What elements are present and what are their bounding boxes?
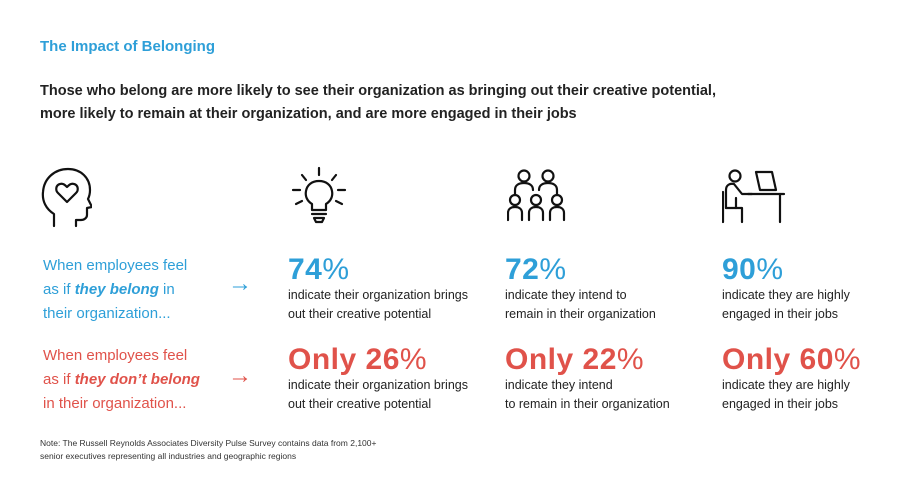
stat-not-belong-engaged: Only 60% indicate they are highly engaged…	[722, 344, 861, 414]
stat-value: Only 22%	[505, 343, 645, 376]
stat-belong-remain: 72% indicate they intend to remain in the…	[505, 254, 656, 324]
belong-row-label: When employees feel as if they belong in…	[43, 254, 187, 326]
stat-description: indicate they are highly engaged in their…	[722, 378, 850, 411]
stat-value: 72%	[505, 253, 567, 286]
stat-value: Only 26%	[288, 343, 428, 376]
stat-not-belong-remain: Only 22% indicate they intend to remain i…	[505, 344, 670, 414]
stat-description: indicate their organization brings out th…	[288, 288, 468, 321]
not-belong-label-line-2: as if they don’t belong	[43, 371, 200, 388]
stat-value: Only 60%	[722, 343, 862, 376]
subtitle-line-1: Those who belong are more likely to see …	[40, 83, 716, 99]
stat-belong-engaged: 90% indicate they are highly engaged in t…	[722, 254, 850, 324]
not-belong-row-label: When employees feel as if they don’t bel…	[43, 344, 200, 416]
belong-label-line-1: When employees feel	[43, 257, 188, 274]
footnote-line-1: Note: The Russell Reynolds Associates Di…	[40, 438, 377, 448]
lightbulb-icon	[290, 166, 348, 226]
footnote: Note: The Russell Reynolds Associates Di…	[40, 437, 376, 463]
stat-value: 74%	[288, 253, 350, 286]
belong-label-emphasis: they belong	[74, 281, 159, 298]
stat-description: indicate they intend to remain in their o…	[505, 378, 670, 411]
person-desk-icon	[722, 168, 786, 224]
not-belong-label-line-1: When employees feel	[43, 347, 188, 364]
stat-not-belong-creative: Only 26% indicate their organization bri…	[288, 344, 468, 414]
footnote-line-2: senior executives representing all indus…	[40, 451, 297, 461]
not-belong-label-line-3: in their organization...	[43, 395, 187, 412]
stat-description: indicate they are highly engaged in their…	[722, 288, 850, 321]
belong-label-line-3: their organization...	[43, 305, 171, 322]
stat-description: indicate their organization brings out th…	[288, 378, 468, 411]
not-belong-label-emphasis: they don’t belong	[74, 371, 200, 388]
subtitle-line-2: more likely to remain at their organizat…	[40, 106, 577, 122]
page-subtitle: Those who belong are more likely to see …	[40, 80, 800, 126]
stat-belong-creative: 74% indicate their organization brings ou…	[288, 254, 468, 324]
not-belong-arrow-icon: →	[228, 362, 252, 389]
head-heart-icon	[40, 166, 92, 228]
stat-description: indicate they intend to remain in their o…	[505, 288, 656, 321]
people-group-icon	[507, 168, 569, 224]
page-title: The Impact of Belonging	[40, 38, 215, 55]
stat-value: 90%	[722, 253, 784, 286]
belong-label-line-2: as if they belong in	[43, 281, 175, 298]
belong-arrow-icon: →	[228, 270, 252, 297]
